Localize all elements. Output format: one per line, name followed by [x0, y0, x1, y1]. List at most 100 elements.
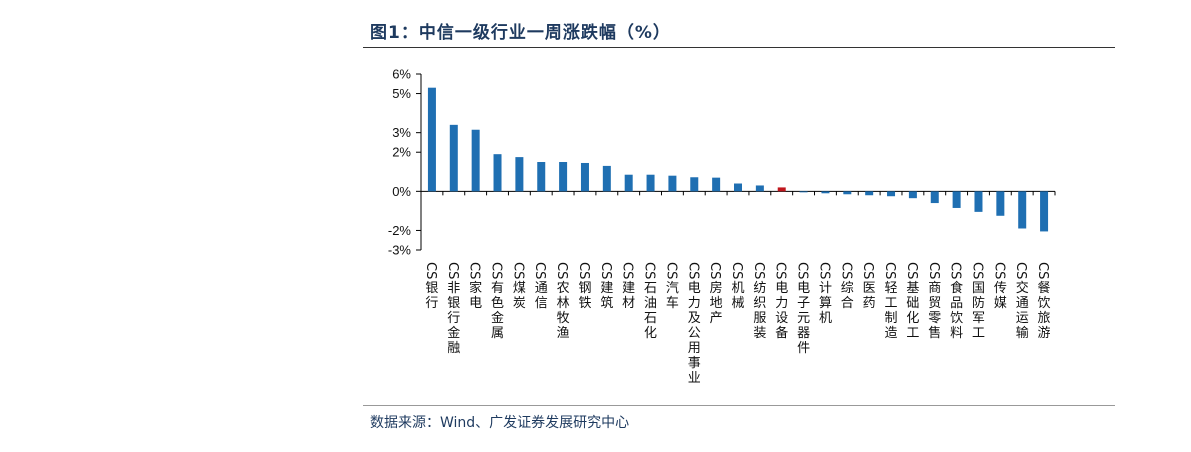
- category-prefix: CS: [729, 262, 744, 279]
- bar: [1018, 191, 1027, 229]
- category-char: 金: [447, 325, 460, 341]
- bar: [734, 183, 742, 192]
- category-char: 工: [906, 326, 919, 341]
- category-prefix: CS: [969, 262, 984, 279]
- bar: [777, 187, 786, 192]
- category-char: 家: [469, 280, 482, 296]
- x-category-label: CS 医药: [860, 262, 876, 311]
- category-char: 算: [819, 296, 832, 311]
- category-char: 煤: [513, 281, 526, 296]
- category-char: 子: [797, 296, 810, 311]
- category-char: 餐: [1038, 280, 1051, 296]
- category-char: 输: [1016, 325, 1029, 341]
- bar: [1040, 191, 1049, 232]
- category-char: 公: [688, 326, 701, 341]
- category-char: 器: [797, 326, 810, 341]
- bar: [580, 162, 589, 192]
- category-char: 交: [1016, 280, 1029, 296]
- category-char: 机: [731, 281, 744, 296]
- category-char: 电: [775, 281, 788, 296]
- category-char: 织: [753, 296, 766, 311]
- category-char: 零: [928, 311, 941, 326]
- category-char: 石: [644, 311, 657, 326]
- category-char: 行: [447, 311, 460, 326]
- category-char: 建: [600, 281, 613, 296]
- bar: [952, 191, 961, 208]
- category-char: 牧: [557, 311, 570, 326]
- bar: [493, 154, 502, 192]
- x-category-label: CS 传媒: [991, 262, 1007, 311]
- category-char: 工: [885, 296, 898, 311]
- category-char: 贸: [928, 296, 941, 311]
- category-char: 件: [797, 341, 810, 356]
- category-char: 融: [447, 341, 460, 356]
- category-prefix: CS: [1013, 262, 1028, 279]
- category-char: 汽: [666, 281, 679, 296]
- category-char: 力: [775, 296, 788, 311]
- y-tick-label: 0%: [392, 184, 411, 199]
- category-char: 炭: [513, 296, 526, 311]
- category-char: 金: [491, 310, 504, 326]
- category-char: 产: [710, 311, 723, 326]
- category-char: 游: [1038, 326, 1051, 341]
- category-char: 食: [950, 280, 963, 296]
- bar: [821, 191, 830, 194]
- title-divider: [363, 47, 1115, 48]
- category-char: 业: [688, 371, 701, 386]
- category-char: 通: [535, 281, 548, 296]
- category-char: 国: [972, 281, 985, 296]
- bar: [471, 129, 480, 192]
- bar: [559, 162, 568, 192]
- category-char: 纺: [753, 281, 766, 296]
- category-char: 银: [425, 281, 438, 296]
- category-char: 属: [491, 326, 504, 341]
- bar: [602, 165, 611, 192]
- category-char: 非: [447, 281, 460, 296]
- bar: [908, 191, 917, 199]
- category-char: 备: [775, 325, 788, 341]
- bar: [515, 157, 524, 192]
- x-category-label: CS 汽车: [663, 262, 679, 311]
- category-char: 银: [447, 296, 460, 311]
- category-prefix: CS: [926, 262, 941, 279]
- category-prefix: CS: [489, 262, 504, 279]
- bar: [799, 191, 808, 193]
- bar: [887, 191, 896, 197]
- y-tick-label: 5%: [392, 86, 411, 101]
- category-char: 房: [710, 280, 723, 296]
- x-category-label: CS 银行: [423, 262, 439, 311]
- y-tick-label: 6%: [392, 67, 411, 82]
- category-char: 筑: [600, 295, 613, 311]
- category-char: 装: [753, 326, 766, 341]
- category-prefix: CS: [882, 262, 897, 279]
- category-char: 药: [863, 296, 876, 311]
- category-char: 有: [491, 281, 504, 296]
- x-category-label: CS 通信: [532, 262, 548, 311]
- category-char: 车: [666, 295, 679, 311]
- category-char: 设: [775, 311, 788, 326]
- bar: [668, 175, 677, 192]
- y-tick-label: -3%: [388, 243, 412, 258]
- y-tick-label: -2%: [388, 223, 412, 238]
- y-tick-label: 2%: [392, 145, 411, 160]
- category-char: 传: [994, 281, 1007, 296]
- category-char: 钢: [578, 281, 591, 296]
- category-prefix: CS: [795, 262, 810, 279]
- category-prefix: CS: [598, 262, 613, 279]
- category-char: 防: [972, 295, 985, 311]
- x-category-label: CS 建筑: [598, 262, 614, 311]
- category-char: 轻: [885, 281, 898, 296]
- bar: [427, 87, 436, 192]
- category-char: 饮: [1038, 296, 1051, 311]
- category-char: 铁: [578, 296, 591, 311]
